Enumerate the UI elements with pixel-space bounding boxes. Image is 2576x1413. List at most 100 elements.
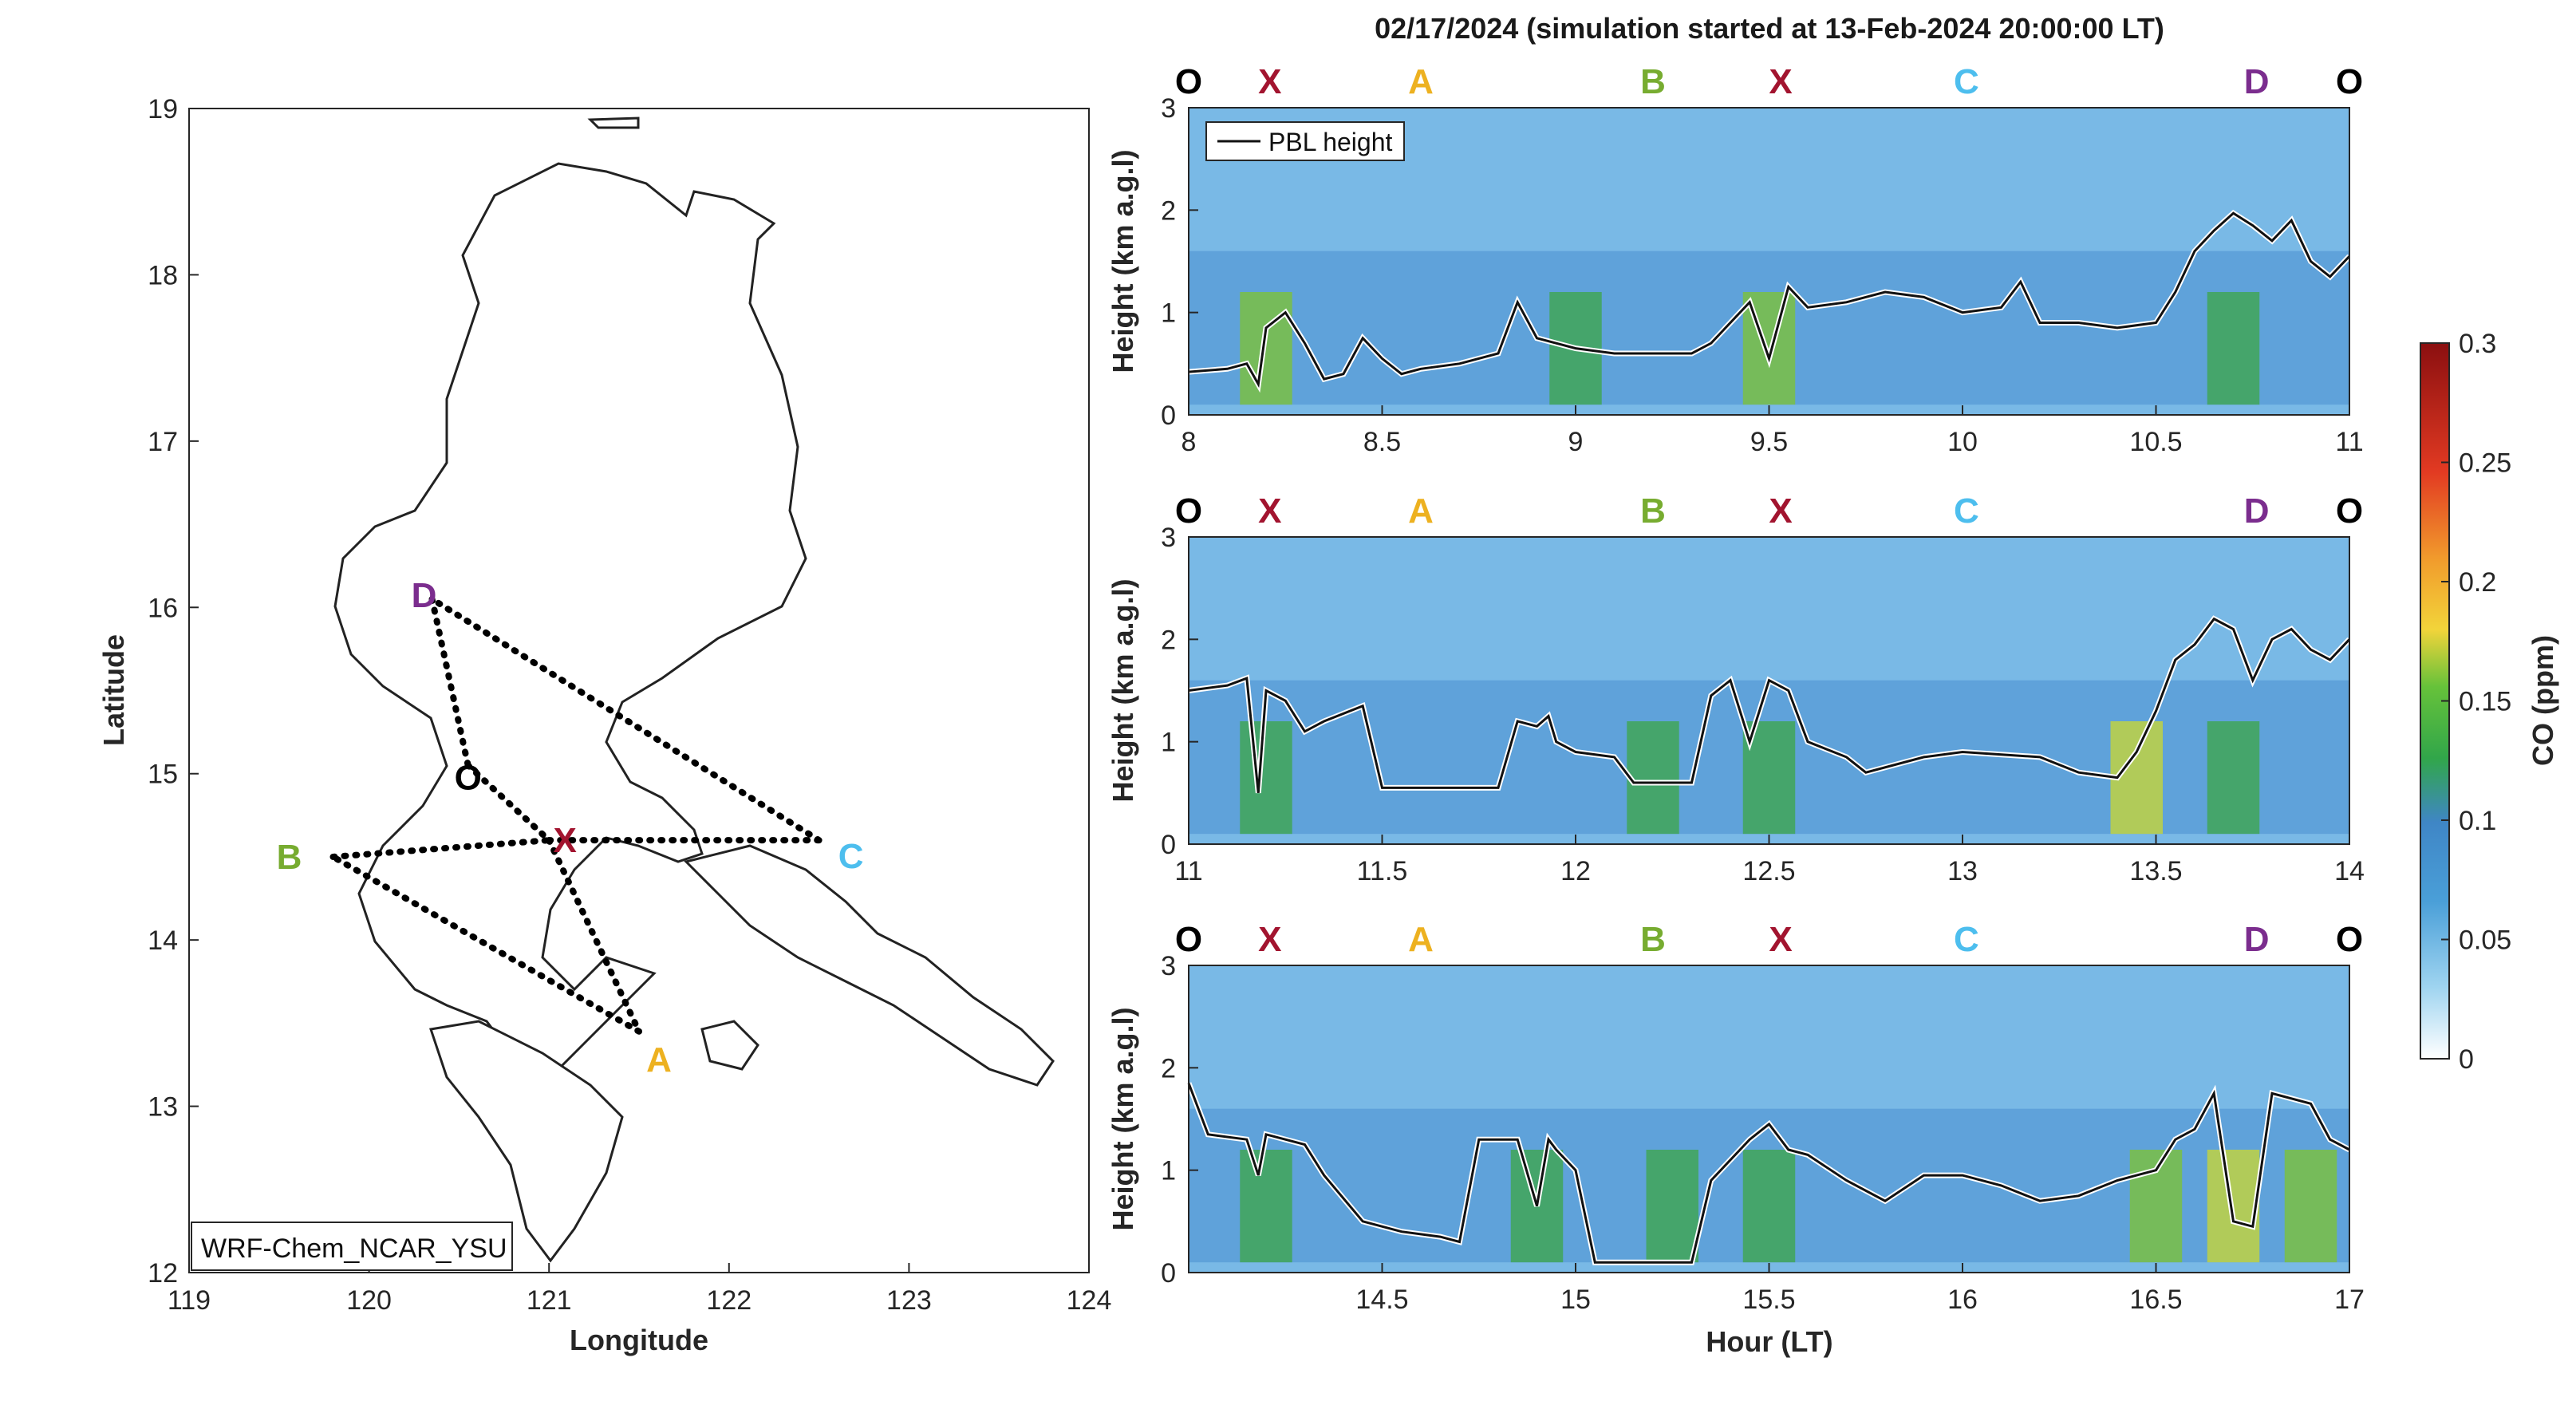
route-segment (329, 853, 642, 1035)
panel-xtick-label: 11 (2335, 427, 2363, 457)
waypoint-marker-b: B (1640, 62, 1666, 101)
panel-xtick-label: 16.5 (2129, 1285, 2182, 1315)
panel-ytick-label: 1 (1161, 728, 1176, 758)
map-ytick-label: 14 (148, 926, 178, 956)
model-label: WRF-Chem_NCAR_YSU (201, 1233, 507, 1264)
panel-ytick-label: 2 (1161, 195, 1176, 226)
panel-xtick-label: 8 (1181, 427, 1197, 457)
map-point-c: C (838, 837, 864, 876)
route-segment (428, 595, 823, 844)
map-ytick-label: 16 (148, 593, 178, 623)
panel-xtick-label: 16 (1947, 1285, 1978, 1315)
co-hotspot (1627, 721, 1679, 835)
colorbar-tick-label: 0.05 (2459, 926, 2511, 956)
colorbar: 0 0.05 0.1 0.15 0.2 0.25 0.3 CO (ppm) (2420, 329, 2559, 1075)
panel-xtick-label: 12.5 (1742, 856, 1795, 886)
panel-xtick-label: 9.5 (1750, 427, 1788, 457)
waypoint-marker-x: X (1258, 491, 1281, 531)
co-hotspot (2207, 721, 2260, 835)
pbl-height-line (1188, 617, 2351, 793)
route-segment (546, 837, 642, 1035)
panel-xtick-label: 14.5 (1355, 1285, 1408, 1315)
waypoint-marker-c: C (1954, 491, 1979, 531)
co-hotspot (2207, 292, 2260, 405)
waypoint-marker-a: A (1408, 62, 1434, 101)
waypoint-marker-d: D (2244, 920, 2270, 959)
panel-xtick-label: 11.5 (1357, 856, 1408, 886)
panel-ytick-label: 3 (1161, 951, 1176, 981)
panel-ytick-label: 2 (1161, 625, 1176, 655)
panel-ytick-label: 0 (1161, 401, 1176, 431)
waypoint-marker-c: C (1954, 62, 1979, 101)
chart-title: 02/17/2024 (simulation started at 13-Feb… (1375, 12, 2164, 45)
map-ytick-label: 15 (148, 760, 178, 790)
map-xtick-label: 120 (346, 1285, 392, 1316)
co-hotspot (1646, 1150, 1698, 1263)
map-xticks: 119 120 121 122 123 124 (168, 1263, 1111, 1316)
waypoint-marker-b: B (1640, 491, 1666, 531)
map-ytick-label: 12 (148, 1258, 178, 1289)
map-xtick-label: 123 (886, 1285, 932, 1316)
waypoint-marker-a: A (1408, 920, 1434, 959)
waypoint-marker-o: O (2336, 920, 2363, 959)
map-point-x: X (554, 821, 577, 860)
panel-xtick-label: 10 (1947, 427, 1978, 457)
waypoint-marker-c: C (1954, 920, 1979, 959)
colorbar-ticks: 0 0.05 0.1 0.15 0.2 0.25 0.3 (2441, 329, 2511, 1075)
co-hotspot (2284, 1150, 2337, 1263)
waypoint-marker-a: A (1408, 491, 1434, 531)
colorbar-tick-label: 0.2 (2459, 567, 2496, 598)
panel-ytick-label: 0 (1161, 830, 1176, 860)
panel-xtick-label: 17 (2334, 1285, 2365, 1315)
co-hotspot (1742, 1150, 1796, 1263)
model-label-box (191, 1222, 513, 1271)
map-point-a: A (646, 1040, 672, 1079)
panel-ylabel: Height (km a.g.l) (1107, 578, 1139, 802)
panel-ytick-label: 1 (1161, 298, 1176, 329)
map-yticks: 12 13 14 15 16 17 18 19 (148, 94, 199, 1289)
panel-3: 14.5 15 15.5 16 16.5 17 0 1 2 3 Height (km a.g.l) O… (1107, 920, 2365, 1315)
map-xtick-label: 119 (168, 1285, 211, 1316)
colorbar-tick-label: 0.25 (2459, 448, 2511, 479)
time-xlabel: Hour (LT) (1706, 1325, 1832, 1358)
waypoint-marker-x: X (1258, 62, 1281, 101)
map-point-o: O (455, 758, 482, 797)
panel-ytick-label: 3 (1161, 93, 1176, 124)
panel-ytick-label: 1 (1161, 1156, 1176, 1186)
route-segment (329, 837, 553, 860)
map-xtick-label: 121 (527, 1285, 572, 1316)
panel-xtick-label: 15 (1560, 1285, 1591, 1315)
panel-ytick-label: 2 (1161, 1053, 1176, 1083)
waypoint-marker-x: X (1769, 920, 1792, 959)
map-ytick-label: 19 (148, 94, 178, 124)
legend-label: PBL height (1268, 128, 1392, 156)
waypoint-marker-o: O (2336, 491, 2363, 531)
co-hotspot (1240, 721, 1292, 835)
map-xlabel: Longitude (570, 1324, 708, 1356)
panel-xtick-label: 12 (1560, 856, 1591, 886)
colorbar-label: CO (ppm) (2527, 635, 2559, 766)
map-point-d: D (412, 576, 437, 615)
panel-xtick-label: 10.5 (2129, 427, 2182, 457)
map-panel: D O X B C A 119 120 121 122 123 124 12 13 14 15 16 17 18… (97, 94, 1111, 1356)
map-land (333, 116, 1055, 1263)
waypoint-marker-x: X (1258, 920, 1281, 959)
colorbar-tick-label: 0.3 (2459, 329, 2496, 359)
map-point-b: B (277, 838, 302, 877)
panel-ylabel: Height (km a.g.l) (1107, 1007, 1139, 1230)
waypoint-marker-d: D (2244, 62, 2270, 101)
map-ytick-label: 17 (148, 427, 178, 457)
pbl-height-line (1187, 1083, 2350, 1264)
panel-xtick-label: 13.5 (2129, 856, 2182, 886)
map-ylabel: Latitude (97, 634, 130, 746)
panel-1: 8 8.5 9 9.5 10 10.5 11 0 1 2 3 Height (km a.g.l) O X A… (1107, 62, 2364, 457)
panel-ytick-label: 3 (1161, 523, 1176, 553)
map-xtick-label: 124 (1067, 1285, 1112, 1316)
colorbar-tick-label: 0.1 (2459, 806, 2496, 836)
map-route (329, 595, 823, 1035)
panel-xtick-label: 13 (1947, 856, 1978, 886)
panel-ylabel: Height (km a.g.l) (1107, 149, 1139, 373)
pbl-height-line (1188, 211, 2351, 389)
